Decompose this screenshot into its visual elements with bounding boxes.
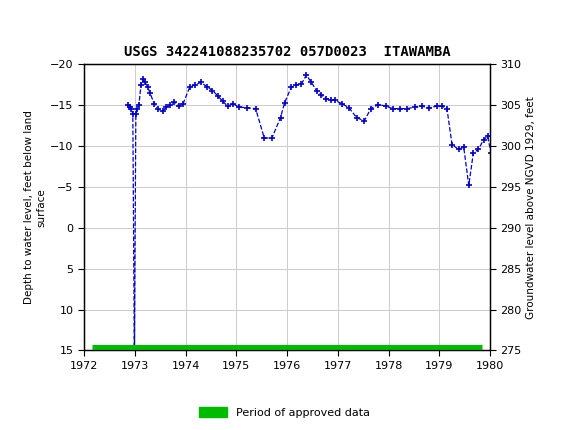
Legend: Period of approved data: Period of approved data	[194, 402, 374, 422]
Title: USGS 342241088235702 057D0023  ITAWAMBA: USGS 342241088235702 057D0023 ITAWAMBA	[124, 45, 451, 59]
Y-axis label: Depth to water level, feet below land
surface: Depth to water level, feet below land su…	[24, 111, 46, 304]
Text: ≋USGS: ≋USGS	[9, 14, 79, 31]
Y-axis label: Groundwater level above NGVD 1929, feet: Groundwater level above NGVD 1929, feet	[526, 96, 536, 319]
